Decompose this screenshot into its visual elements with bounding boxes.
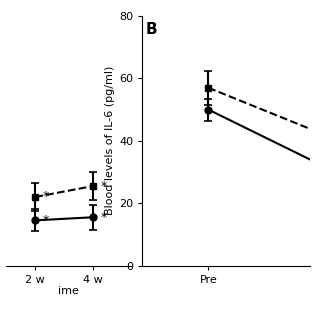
- Text: *: *: [43, 214, 49, 227]
- Text: *: *: [100, 180, 107, 193]
- X-axis label: ime: ime: [58, 286, 79, 296]
- Y-axis label: Blood levels of IL-6 (pg/ml): Blood levels of IL-6 (pg/ml): [105, 66, 115, 215]
- Text: B: B: [146, 22, 157, 37]
- Text: *: *: [100, 211, 107, 224]
- Text: *: *: [43, 190, 49, 204]
